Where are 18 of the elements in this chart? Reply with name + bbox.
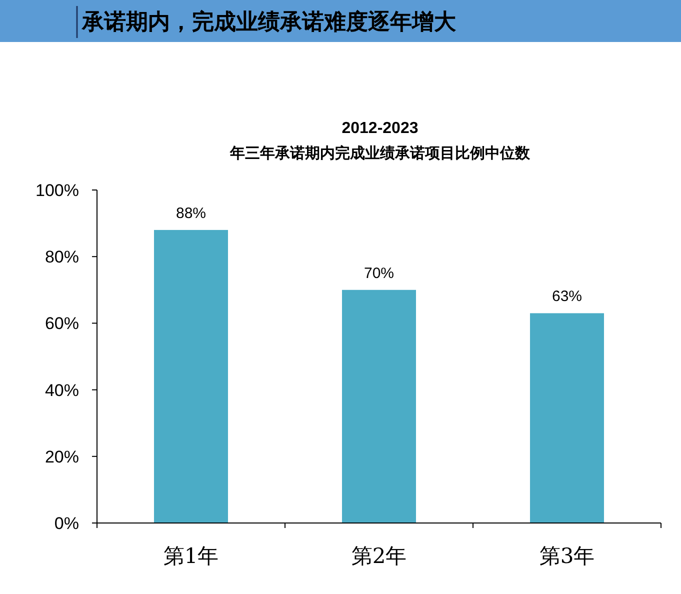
chart-subtitle: 年三年承诺期内完成业绩承诺项目比例中位数	[229, 144, 531, 162]
x-tick-label: 第2年	[351, 544, 407, 568]
x-tick-label: 第3年	[539, 544, 595, 568]
y-tick-label: 60%	[44, 314, 79, 334]
text: 承诺期内，完成业绩承诺难度逐年增大	[81, 9, 457, 35]
y-tick-label: 40%	[44, 380, 79, 400]
y-tick-label: 80%	[44, 248, 79, 267]
y-tick-label: 0%	[54, 514, 79, 533]
bar	[342, 290, 416, 523]
data-label: 70%	[364, 264, 394, 282]
y-tick-label: 20%	[44, 447, 79, 466]
y-tick-label: 100%	[36, 181, 79, 200]
data-label: 88%	[176, 204, 206, 222]
x-tick-label: 第1年	[163, 544, 219, 568]
chart-title: 2012-2023	[342, 120, 418, 137]
bar	[530, 313, 604, 523]
bar	[154, 230, 228, 523]
data-label: 63%	[552, 288, 582, 306]
